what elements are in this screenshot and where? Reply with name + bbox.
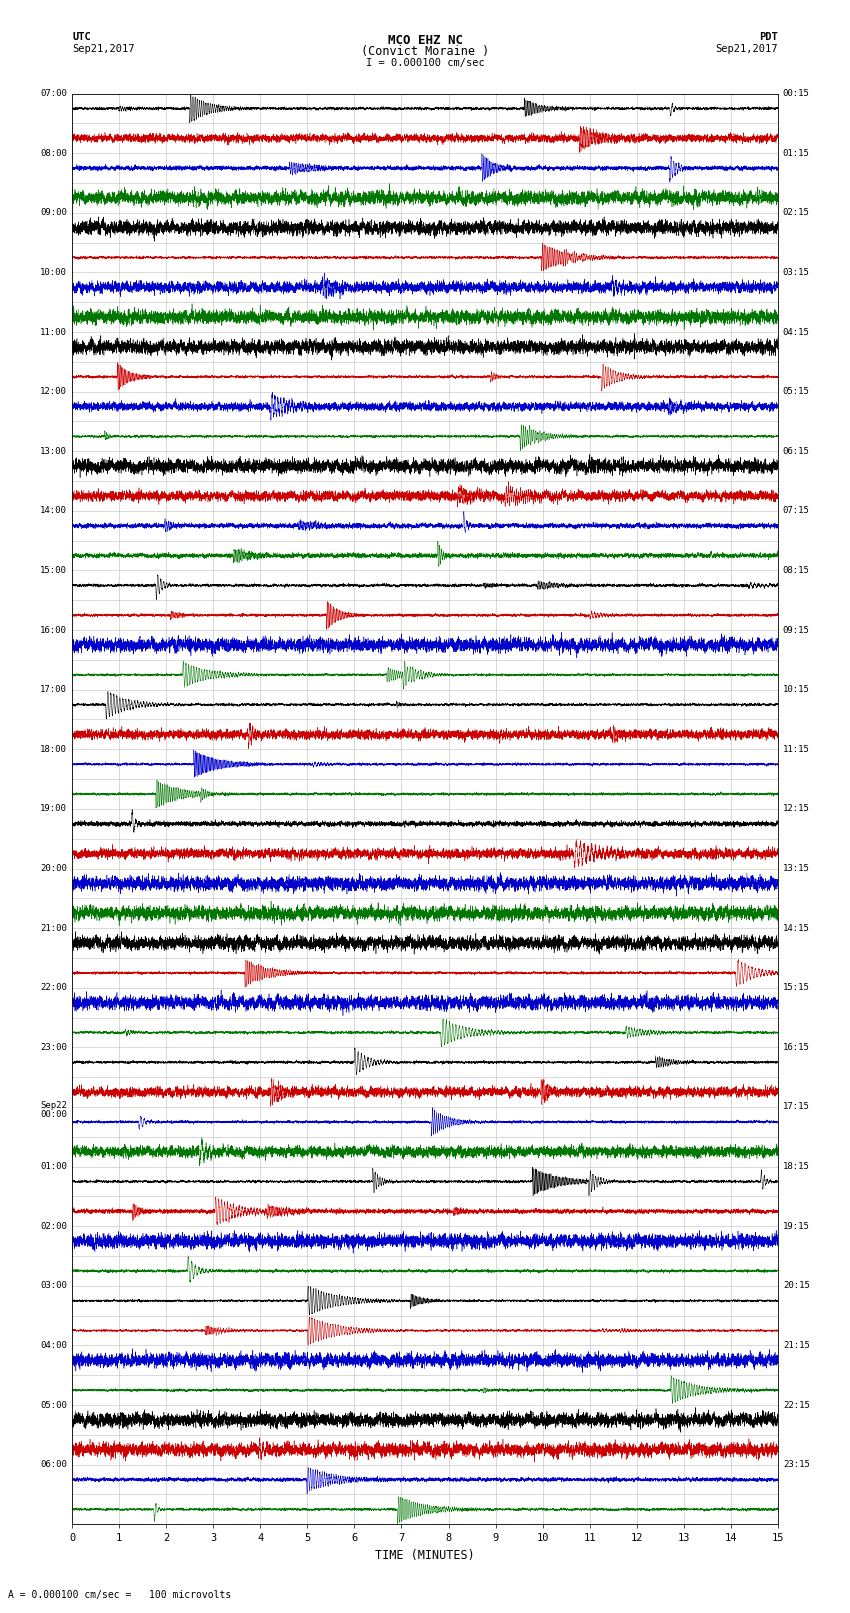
- Text: 10:15: 10:15: [783, 686, 810, 694]
- Text: 00:15: 00:15: [783, 89, 810, 98]
- Text: 23:15: 23:15: [783, 1460, 810, 1469]
- Text: 13:15: 13:15: [783, 865, 810, 873]
- Text: PDT: PDT: [759, 32, 778, 42]
- Text: 18:15: 18:15: [783, 1161, 810, 1171]
- X-axis label: TIME (MINUTES): TIME (MINUTES): [375, 1548, 475, 1561]
- Text: 16:15: 16:15: [783, 1044, 810, 1052]
- Text: 09:00: 09:00: [40, 208, 67, 218]
- Text: 01:00: 01:00: [40, 1161, 67, 1171]
- Text: 14:15: 14:15: [783, 924, 810, 932]
- Text: 11:00: 11:00: [40, 327, 67, 337]
- Text: 02:15: 02:15: [783, 208, 810, 218]
- Text: 08:15: 08:15: [783, 566, 810, 574]
- Text: 06:00: 06:00: [40, 1460, 67, 1469]
- Text: (Convict Moraine ): (Convict Moraine ): [361, 45, 489, 58]
- Text: 19:15: 19:15: [783, 1221, 810, 1231]
- Text: I = 0.000100 cm/sec: I = 0.000100 cm/sec: [366, 58, 484, 68]
- Text: 07:00: 07:00: [40, 89, 67, 98]
- Text: Sep21,2017: Sep21,2017: [72, 44, 135, 53]
- Text: 21:15: 21:15: [783, 1340, 810, 1350]
- Text: 00:00: 00:00: [40, 1110, 67, 1119]
- Text: 20:00: 20:00: [40, 865, 67, 873]
- Text: 12:15: 12:15: [783, 805, 810, 813]
- Text: 13:00: 13:00: [40, 447, 67, 456]
- Text: 19:00: 19:00: [40, 805, 67, 813]
- Text: 16:00: 16:00: [40, 626, 67, 634]
- Text: 17:15: 17:15: [783, 1103, 810, 1111]
- Text: 22:00: 22:00: [40, 984, 67, 992]
- Text: 04:00: 04:00: [40, 1340, 67, 1350]
- Text: 01:15: 01:15: [783, 148, 810, 158]
- Text: 05:15: 05:15: [783, 387, 810, 397]
- Text: 07:15: 07:15: [783, 506, 810, 515]
- Text: 12:00: 12:00: [40, 387, 67, 397]
- Text: Sep21,2017: Sep21,2017: [715, 44, 778, 53]
- Text: 02:00: 02:00: [40, 1221, 67, 1231]
- Text: 20:15: 20:15: [783, 1281, 810, 1290]
- Text: 06:15: 06:15: [783, 447, 810, 456]
- Text: 03:15: 03:15: [783, 268, 810, 277]
- Text: 17:00: 17:00: [40, 686, 67, 694]
- Text: 04:15: 04:15: [783, 327, 810, 337]
- Text: A = 0.000100 cm/sec =   100 microvolts: A = 0.000100 cm/sec = 100 microvolts: [8, 1590, 232, 1600]
- Text: 08:00: 08:00: [40, 148, 67, 158]
- Text: 05:00: 05:00: [40, 1400, 67, 1410]
- Text: 15:00: 15:00: [40, 566, 67, 574]
- Text: 10:00: 10:00: [40, 268, 67, 277]
- Text: 21:00: 21:00: [40, 924, 67, 932]
- Text: 23:00: 23:00: [40, 1044, 67, 1052]
- Text: 09:15: 09:15: [783, 626, 810, 634]
- Text: 18:00: 18:00: [40, 745, 67, 753]
- Text: 15:15: 15:15: [783, 984, 810, 992]
- Text: 11:15: 11:15: [783, 745, 810, 753]
- Text: 22:15: 22:15: [783, 1400, 810, 1410]
- Text: Sep22: Sep22: [40, 1100, 67, 1110]
- Text: 03:00: 03:00: [40, 1281, 67, 1290]
- Text: UTC: UTC: [72, 32, 91, 42]
- Text: MCO EHZ NC: MCO EHZ NC: [388, 34, 462, 47]
- Text: 14:00: 14:00: [40, 506, 67, 515]
